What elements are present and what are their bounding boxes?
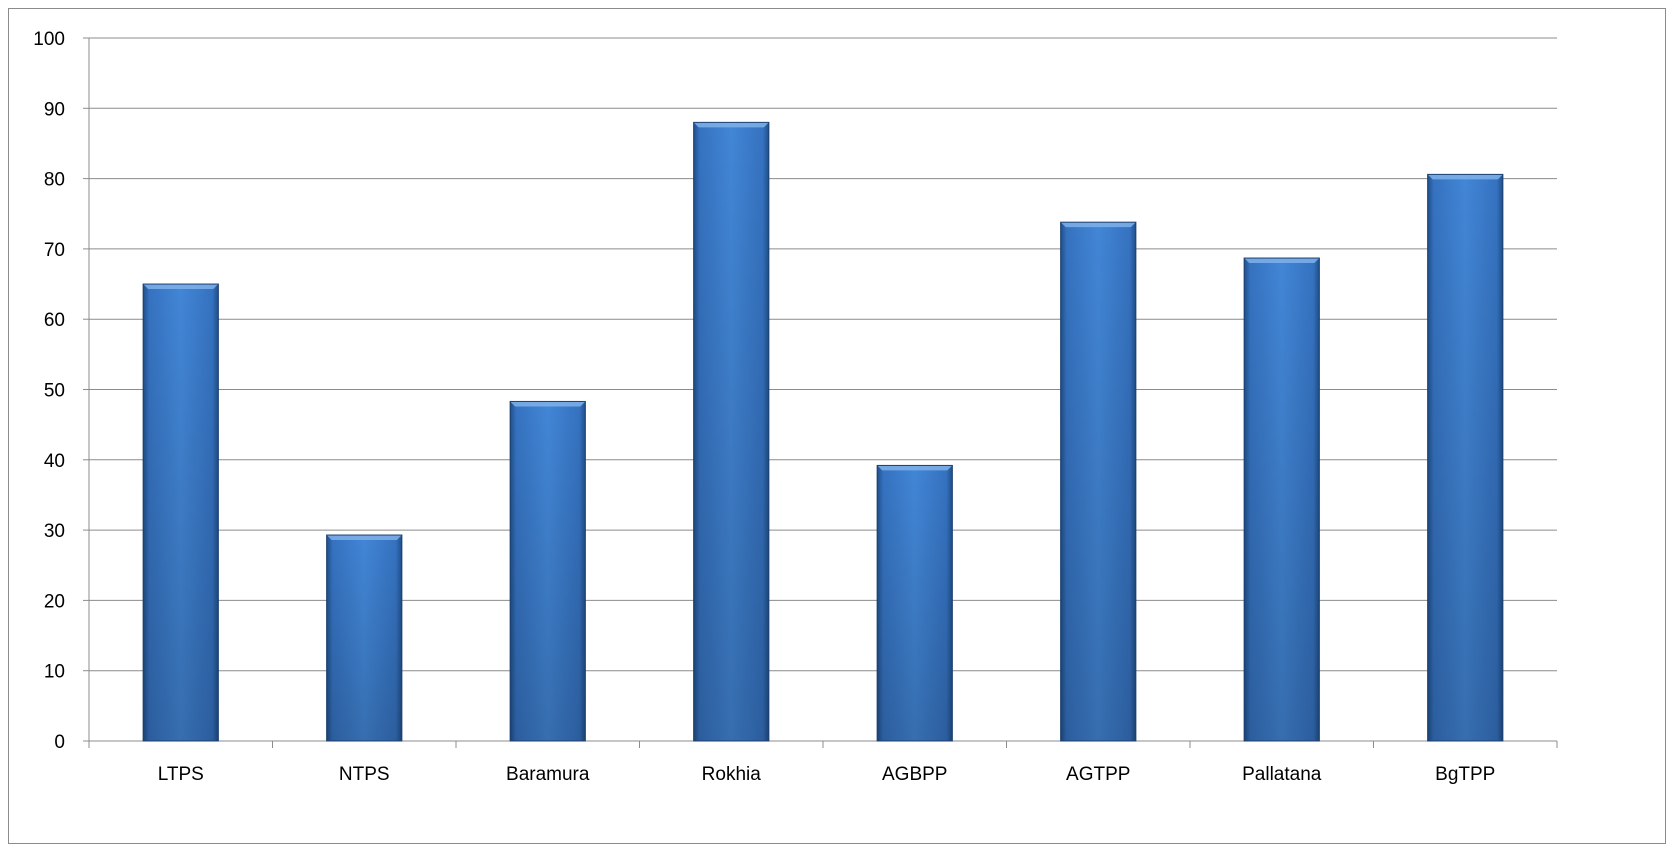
x-tick-label: AGBPP (882, 764, 947, 785)
axes (83, 37, 1558, 748)
bar-bevel (693, 122, 769, 128)
y-tick-label: 70 (44, 240, 65, 261)
gridlines (89, 37, 1557, 672)
bar-outline (509, 400, 586, 742)
bar-agbpp (876, 464, 953, 742)
chart-frame (8, 8, 1666, 844)
bar-shade (143, 284, 219, 741)
y-tick-label: 40 (44, 451, 65, 472)
bar-shade (510, 401, 586, 741)
x-tick-label: AGTPP (1066, 764, 1130, 785)
y-tick-label: 100 (33, 29, 65, 50)
bar-ltps (142, 283, 219, 742)
y-tick-label: 60 (44, 310, 65, 331)
bar-shade (1060, 222, 1136, 741)
y-tick-label: 30 (44, 521, 65, 542)
bar-bevel (143, 284, 219, 290)
bar-outline (326, 534, 403, 742)
y-tick-label: 80 (44, 170, 65, 191)
bar-rokhia (693, 121, 770, 742)
bar-shade (693, 122, 769, 742)
tick-labels: 0 10 20 30 40 50 60 70 80 90 100 LTPS NTPS Baramura Ro… (33, 29, 1495, 785)
bar-bevel (1244, 258, 1320, 264)
bar-outline (876, 464, 953, 742)
bar-bevel (326, 535, 402, 541)
bar-bevel (877, 465, 953, 471)
bar-bevel (510, 401, 586, 407)
x-tick-label: NTPS (339, 764, 390, 785)
x-tick-label: Pallatana (1242, 764, 1322, 785)
bar-outline (1243, 257, 1320, 742)
bar-ntps (326, 534, 403, 742)
x-tick-label: LTPS (158, 764, 204, 785)
x-tick-label: Baramura (506, 764, 590, 785)
bar-bevel (1427, 174, 1503, 180)
bar-outline (693, 121, 770, 742)
bar-outline (142, 283, 219, 742)
bar-pallatana (1243, 257, 1320, 742)
bar-bgtpp (1427, 173, 1504, 742)
bar-outline (1427, 173, 1504, 742)
bar-baramura (509, 400, 586, 742)
bar-bevel (1060, 222, 1136, 228)
y-tick-label: 20 (44, 591, 65, 612)
y-tick-label: 90 (44, 99, 65, 120)
y-tick-label: 10 (44, 662, 65, 683)
x-tick-label: BgTPP (1435, 764, 1495, 785)
bar-shade (877, 465, 953, 741)
bar-outline (1060, 221, 1137, 742)
y-tick-label: 50 (44, 381, 65, 402)
bar-shade (326, 535, 402, 741)
bar-agtpp (1060, 221, 1137, 742)
x-tick-label: Rokhia (702, 764, 762, 785)
bar-shade (1244, 258, 1320, 741)
bars (142, 121, 1504, 742)
bar-shade (1427, 174, 1503, 741)
y-tick-label: 0 (54, 732, 65, 753)
